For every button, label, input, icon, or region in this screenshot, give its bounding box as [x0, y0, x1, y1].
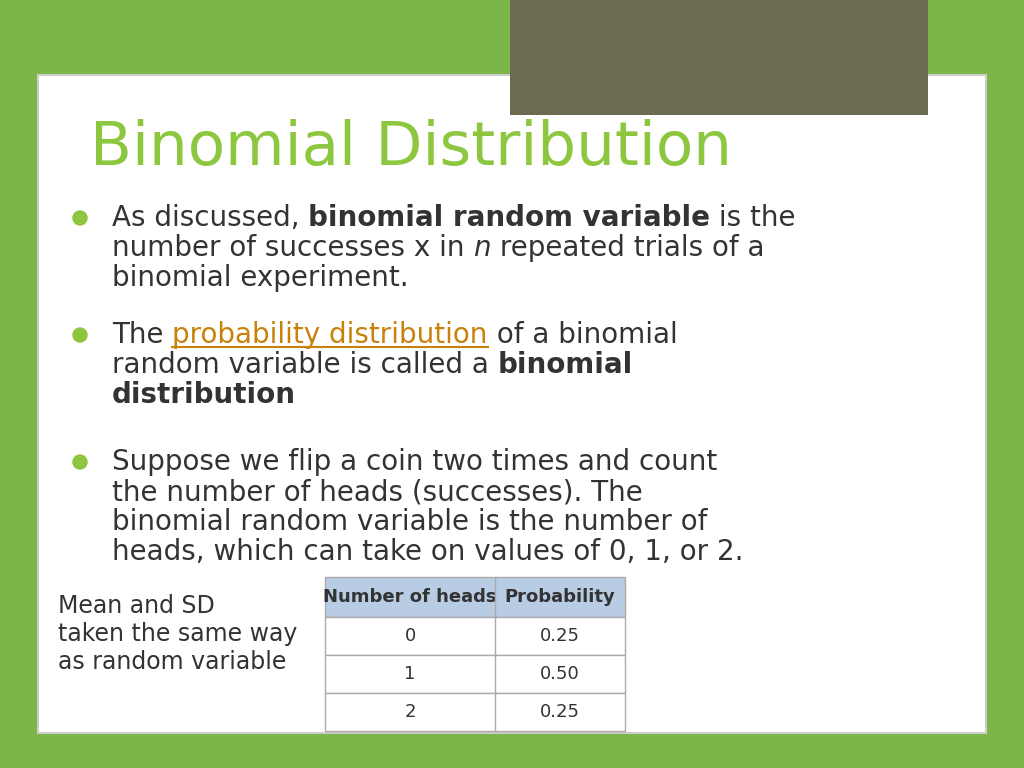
FancyBboxPatch shape [325, 577, 625, 617]
Text: n: n [473, 234, 490, 262]
Text: binomial random variable is the number of: binomial random variable is the number o… [112, 508, 708, 536]
Circle shape [73, 455, 87, 469]
Text: Mean and SD
taken the same way
as random variable: Mean and SD taken the same way as random… [58, 594, 297, 674]
Text: As discussed,: As discussed, [112, 204, 308, 232]
Text: distribution: distribution [112, 381, 296, 409]
Text: is the: is the [711, 204, 796, 232]
Text: Probability: Probability [505, 588, 615, 606]
Text: binomial random variable: binomial random variable [308, 204, 711, 232]
Text: Suppose we flip a coin two times and count: Suppose we flip a coin two times and cou… [112, 448, 717, 476]
Text: Number of heads: Number of heads [324, 588, 497, 606]
Text: repeated trials of a: repeated trials of a [490, 234, 765, 262]
Text: heads, which can take on values of 0, 1, or 2.: heads, which can take on values of 0, 1,… [112, 538, 743, 566]
Circle shape [73, 328, 87, 342]
Text: 1: 1 [404, 665, 416, 683]
Text: Binomial Distribution: Binomial Distribution [90, 118, 732, 177]
FancyBboxPatch shape [325, 617, 625, 655]
Text: 0.25: 0.25 [540, 627, 580, 645]
Circle shape [73, 211, 87, 225]
FancyBboxPatch shape [510, 0, 928, 115]
Text: number of successes x in: number of successes x in [112, 234, 473, 262]
Text: binomial experiment.: binomial experiment. [112, 264, 409, 292]
Text: 0.25: 0.25 [540, 703, 580, 721]
Text: 0: 0 [404, 627, 416, 645]
Text: 2: 2 [404, 703, 416, 721]
Text: The: The [112, 321, 172, 349]
Text: of a binomial: of a binomial [487, 321, 678, 349]
FancyBboxPatch shape [325, 655, 625, 693]
Text: the number of heads (successes). The: the number of heads (successes). The [112, 478, 643, 506]
Text: probability distribution: probability distribution [172, 321, 487, 349]
FancyBboxPatch shape [38, 75, 986, 733]
Text: binomial: binomial [498, 351, 633, 379]
Text: random variable is called a: random variable is called a [112, 351, 498, 379]
Text: 0.50: 0.50 [540, 665, 580, 683]
FancyBboxPatch shape [325, 693, 625, 731]
